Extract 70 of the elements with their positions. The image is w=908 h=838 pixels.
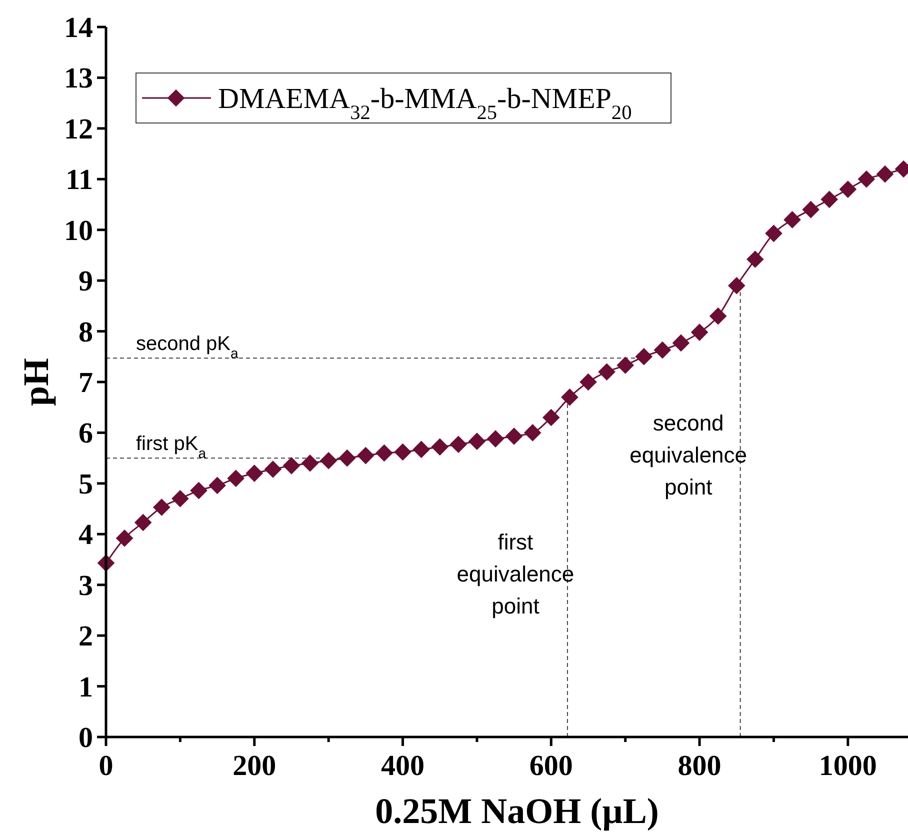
point <box>876 165 894 183</box>
point <box>672 334 690 352</box>
y-tick-label: 12 <box>64 113 93 146</box>
point <box>709 307 727 325</box>
y-tick-label: 10 <box>64 214 93 247</box>
point <box>580 373 597 391</box>
point <box>616 356 634 374</box>
point <box>784 211 801 228</box>
x-tick-label: 600 <box>529 750 573 782</box>
y-tick-label: 14 <box>64 12 93 44</box>
y-tick-label: 8 <box>78 316 93 348</box>
point <box>654 341 672 359</box>
x-tick-label: 0 <box>98 750 114 782</box>
legend-label: DMAEMA$_{32}$-b-MMA$_{25}$-b-NMEP$_{20}$ <box>218 83 632 124</box>
point <box>635 348 653 366</box>
point <box>746 250 764 268</box>
point <box>116 530 134 547</box>
point <box>264 460 282 478</box>
y-tick-label: 5 <box>78 468 93 500</box>
point <box>412 440 430 458</box>
point <box>561 388 578 406</box>
point <box>394 443 412 461</box>
point <box>227 470 244 488</box>
y-tick-label: 3 <box>78 570 93 602</box>
point <box>505 428 523 445</box>
point <box>320 452 338 470</box>
point <box>338 449 356 467</box>
point <box>376 444 393 462</box>
x-tick-label: 200 <box>232 750 276 782</box>
point <box>172 490 189 508</box>
point <box>134 514 152 532</box>
point <box>542 408 560 426</box>
y-tick-label: 7 <box>78 367 93 399</box>
point <box>301 454 319 472</box>
point <box>765 224 782 242</box>
x-tick-label: 1000 <box>818 750 877 782</box>
point <box>690 324 708 341</box>
point <box>208 476 226 494</box>
ref-line-label: second equivalence point <box>630 410 748 500</box>
x-axis-title: 0.25M NaOH (µL) <box>375 791 659 831</box>
point <box>282 457 300 474</box>
x-tick-label: 800 <box>678 750 722 782</box>
x-tick-label: 400 <box>381 750 425 782</box>
ref-line-label: first equivalence point <box>456 530 574 619</box>
y-tick-label: 6 <box>78 418 93 450</box>
point <box>152 498 170 516</box>
point <box>486 430 504 448</box>
point <box>246 464 264 482</box>
point <box>357 446 374 464</box>
point <box>820 190 838 208</box>
point <box>468 432 486 450</box>
point <box>598 363 616 381</box>
y-tick-label: 0 <box>78 722 93 754</box>
point <box>450 436 468 454</box>
y-axis-title: pH <box>16 358 56 406</box>
y-tick-label: 2 <box>78 620 93 653</box>
y-tick-label: 13 <box>64 62 93 95</box>
y-tick-label: 4 <box>78 519 93 552</box>
point <box>728 276 746 294</box>
y-tick-label: 1 <box>78 671 93 704</box>
ref-line-label: first pK$_{a}$ <box>136 433 206 462</box>
ref-line-label: second pK$_{a}$ <box>136 333 239 362</box>
point <box>802 200 820 218</box>
point <box>858 170 876 188</box>
point <box>524 424 542 442</box>
point <box>190 482 208 500</box>
point <box>839 180 857 198</box>
point <box>431 438 449 456</box>
y-tick-label: 11 <box>66 164 93 196</box>
y-tick-label: 9 <box>78 266 93 298</box>
